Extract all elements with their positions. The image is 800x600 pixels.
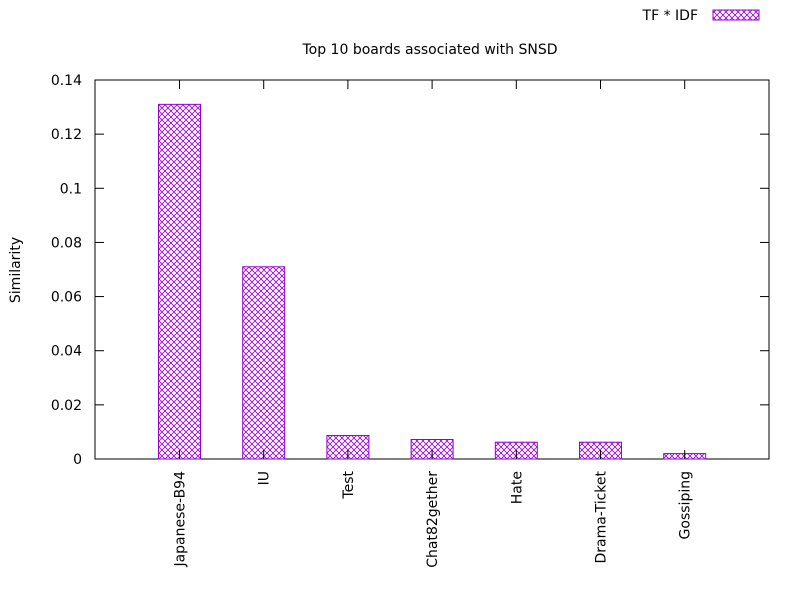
bar-japanese-b94 [158, 103, 201, 460]
y-tick-label: 0.06 [51, 290, 82, 306]
x-tick-label: Japanese-B94 [173, 471, 189, 568]
chart-title: Top 10 boards associated with SNSD [301, 42, 557, 58]
bars [158, 103, 707, 460]
x-tick-label: IU [257, 471, 273, 485]
y-axis-label: Similarity [8, 237, 24, 303]
y-tick-label: 0.08 [51, 235, 82, 251]
x-tick-label: Chat82gether [425, 471, 441, 568]
y-tick-label: 0.14 [51, 73, 82, 89]
legend-swatch [712, 9, 760, 21]
x-tick-label: Gossiping [678, 471, 694, 539]
legend: TF * IDF [642, 8, 760, 24]
y-tick-label: 0.1 [60, 181, 82, 197]
y-axis-ticks: 0 0.02 0.04 0.06 0.08 0.1 0.12 0.14 [51, 73, 769, 468]
bar-iu [242, 266, 286, 460]
y-tick-label: 0.04 [51, 344, 82, 360]
y-tick-label: 0.12 [51, 127, 82, 143]
x-tick-label: Drama-Ticket [594, 471, 610, 564]
x-tick-label: Test [341, 470, 357, 499]
x-tick-label: Hate [509, 471, 525, 504]
x-axis-ticks: Japanese-B94 IU Test Chat82gether Hate Drama-… [173, 80, 694, 568]
legend-label: TF * IDF [642, 8, 698, 24]
y-tick-label: 0 [73, 452, 82, 468]
y-tick-label: 0.02 [51, 398, 82, 414]
